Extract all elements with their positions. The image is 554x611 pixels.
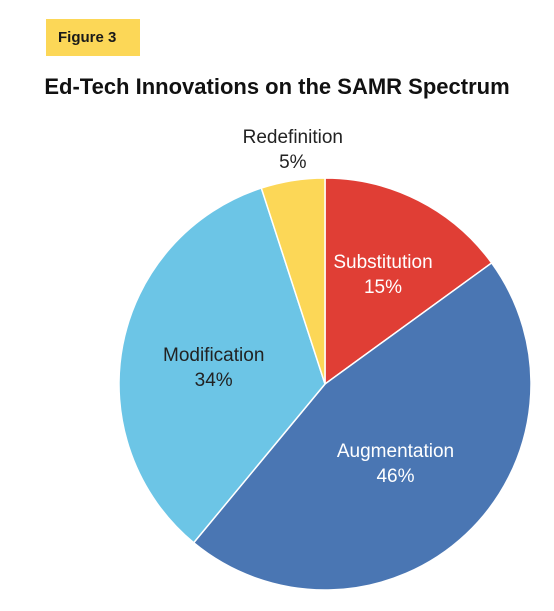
slice-label-modification: Modification (163, 345, 264, 366)
figure-label: Figure 3 (46, 19, 140, 56)
slice-value-substitution: 15% (364, 277, 402, 298)
slice-label-substitution: Substitution (333, 252, 432, 273)
pie-slice-substitution (324, 177, 493, 386)
chart-title: Ed-Tech Innovations on the SAMR Spectrum (44, 74, 510, 99)
pie-slice-modification (118, 187, 326, 544)
slice-value-augmentation: 46% (376, 466, 414, 487)
pie-slice-augmentation (192, 261, 532, 591)
slice-label-redefinition: Redefinition (243, 127, 343, 148)
slice-value-redefinition: 5% (279, 152, 307, 173)
slice-label-augmentation: Augmentation (337, 441, 454, 462)
pie-slice-redefinition (260, 177, 326, 385)
slice-value-modification: 34% (195, 370, 233, 391)
